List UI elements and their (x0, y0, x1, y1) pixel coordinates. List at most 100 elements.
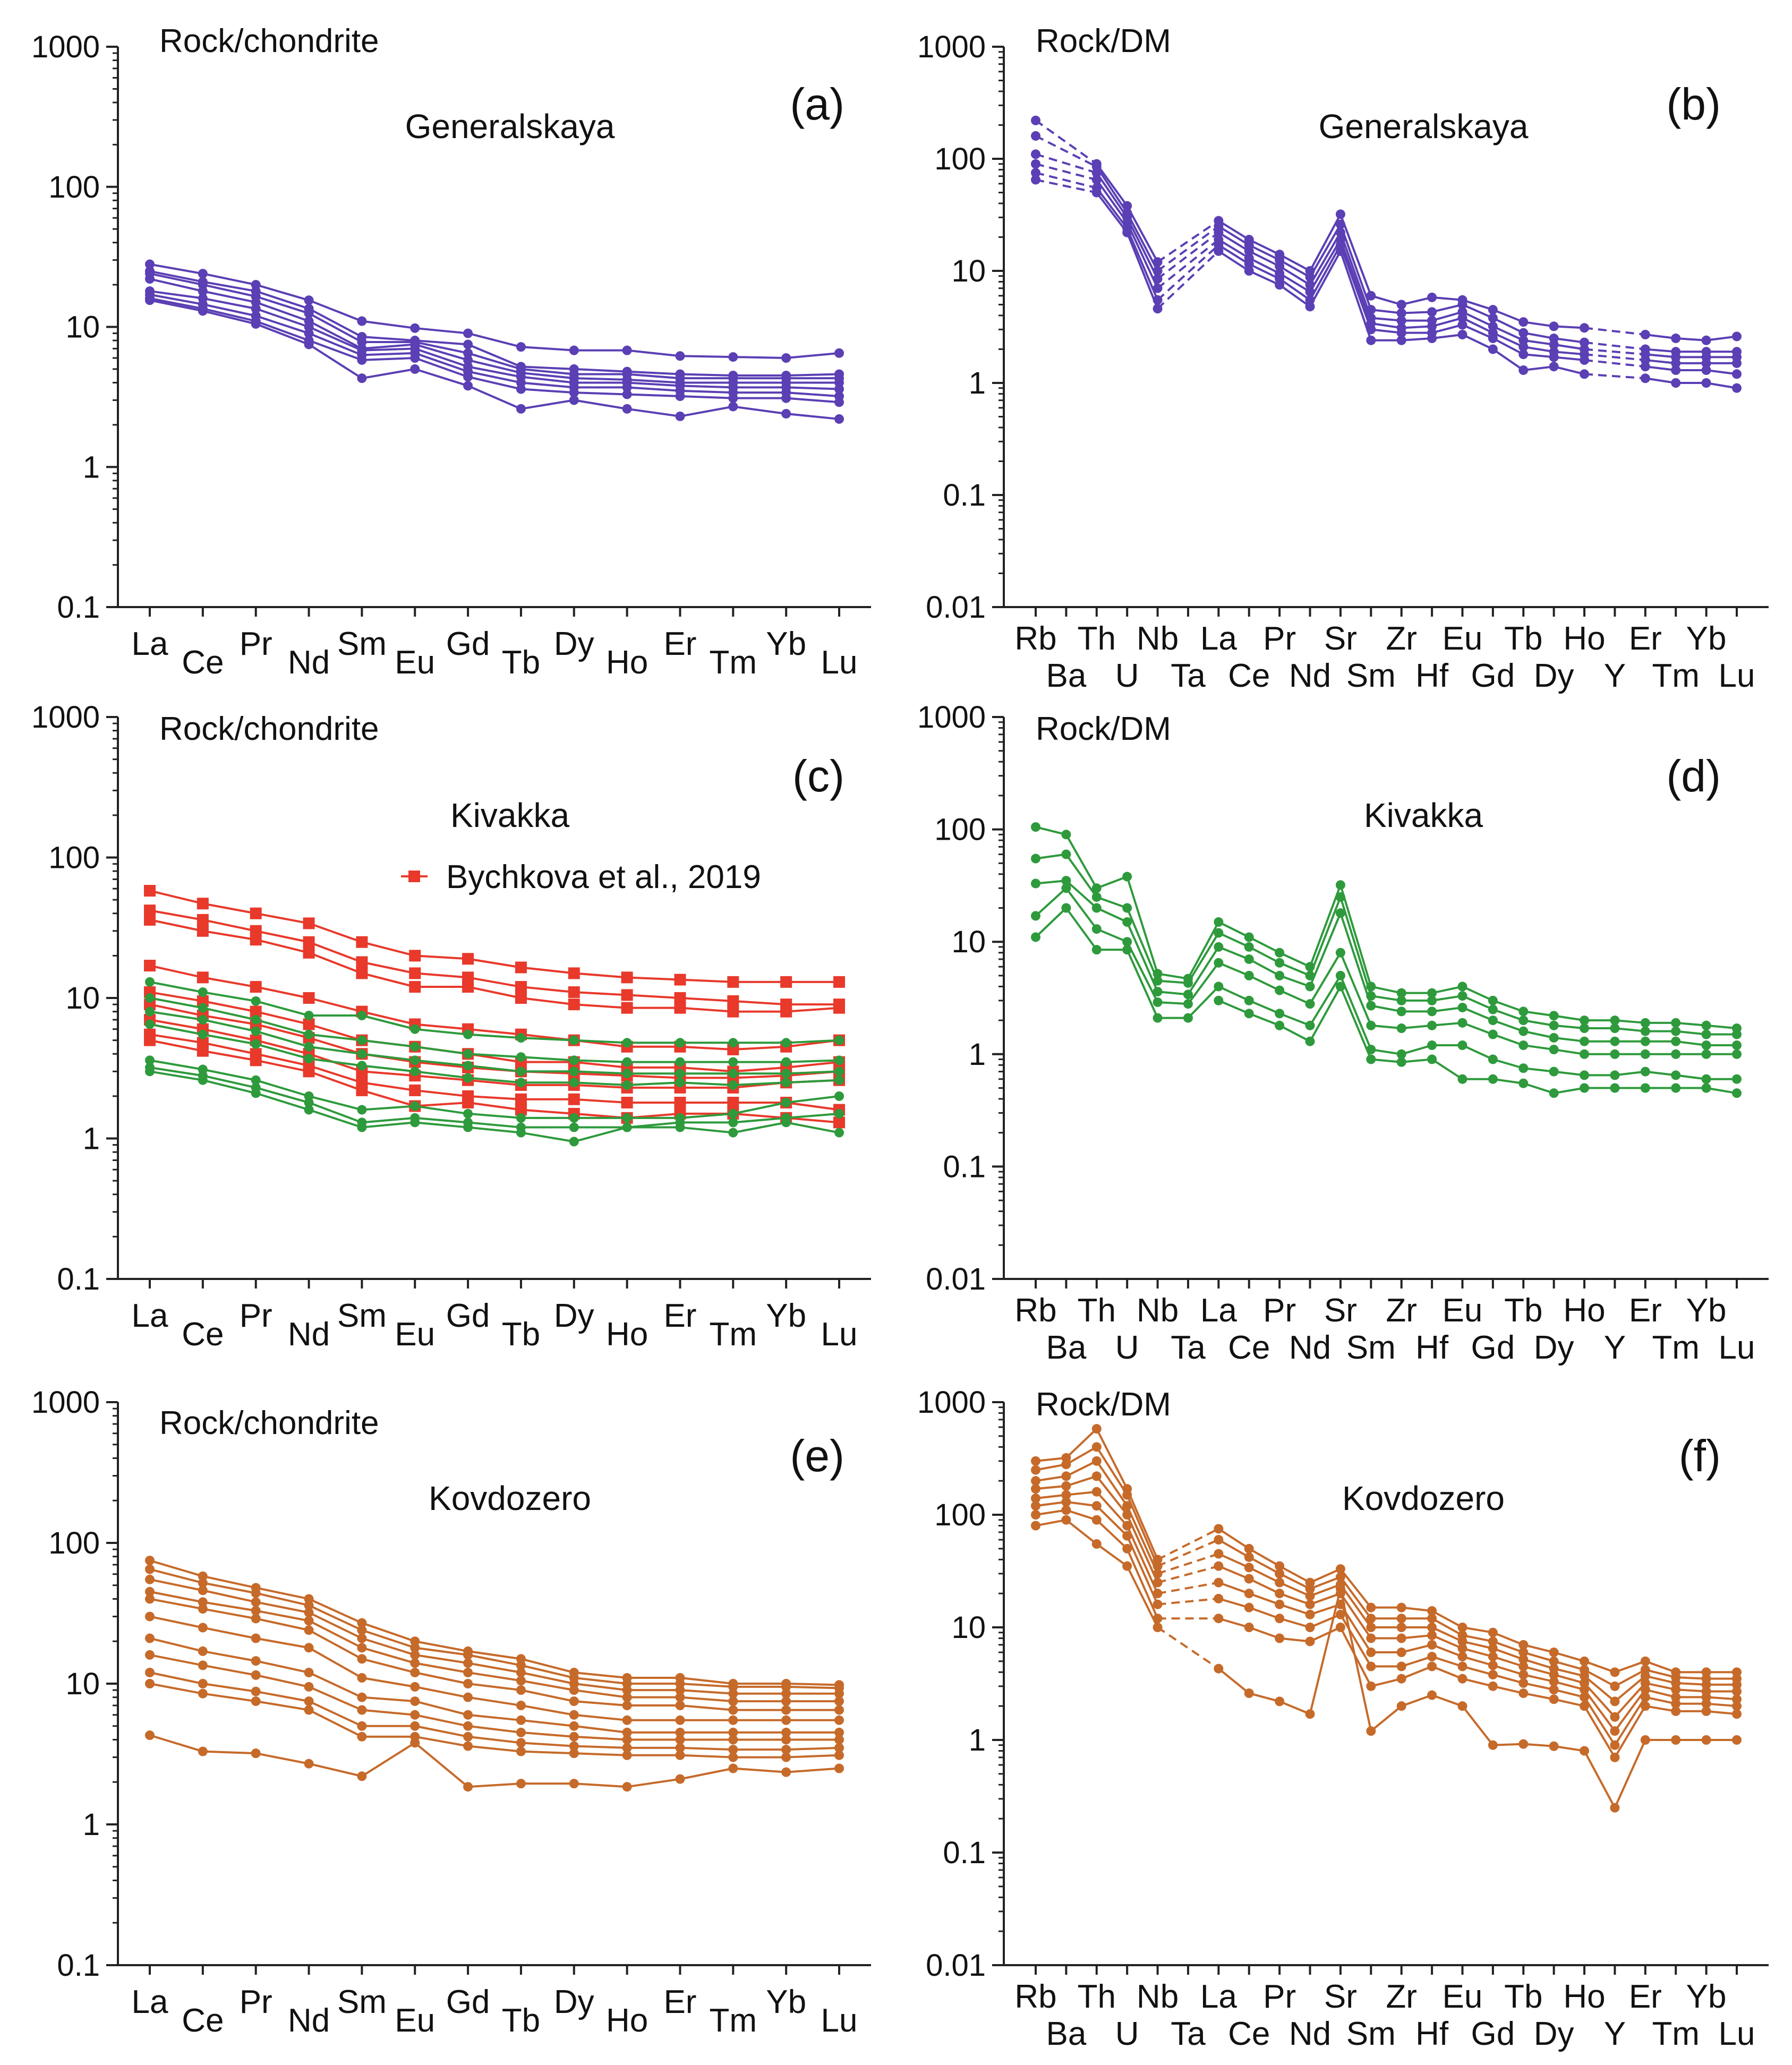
series-segment (520, 1719, 574, 1727)
series-segment (1187, 986, 1219, 1019)
data-point (304, 1105, 314, 1115)
series-segment (361, 1629, 415, 1649)
series-segment (1615, 1070, 1646, 1077)
series-segment (1492, 309, 1524, 323)
series-segment (308, 1023, 362, 1042)
y-tick-label: 100 (934, 142, 986, 176)
series-a-7 (145, 293, 844, 407)
data-point (357, 316, 367, 326)
series-segment (202, 297, 257, 310)
series-segment (520, 966, 574, 975)
series-segment (1401, 311, 1432, 314)
data-point (1335, 982, 1345, 992)
data-point (516, 1715, 526, 1725)
x-tick-label: Sm (1346, 2016, 1396, 2052)
series-segment (1126, 941, 1159, 1003)
data-point (1732, 1029, 1742, 1039)
series-segment (1096, 179, 1128, 224)
x-tick-label: Sm (1346, 1329, 1396, 1366)
series-segment (520, 376, 574, 384)
data-point (198, 1688, 208, 1699)
series-segment (414, 1646, 468, 1656)
data-point (1701, 1083, 1711, 1093)
data-point (1275, 1020, 1285, 1030)
data-point (622, 1057, 632, 1067)
chart-title: Kivakka (1364, 796, 1483, 834)
series-segment (467, 1725, 522, 1734)
series-segment (733, 1081, 787, 1086)
series-segment (414, 1653, 468, 1665)
data-point (1031, 1521, 1040, 1531)
series-segment (202, 1582, 257, 1594)
series-segment (786, 1039, 840, 1044)
data-point (1427, 1630, 1437, 1640)
series-segment (1249, 1012, 1280, 1027)
data-point (622, 1122, 632, 1132)
x-tick-label: Dy (1534, 2016, 1574, 2052)
series-segment (733, 1000, 787, 1006)
series-segment (1614, 1669, 1646, 1687)
series-segment (1218, 1668, 1250, 1694)
series-segment (1309, 1626, 1341, 1643)
data-point (780, 1005, 792, 1018)
x-tick-label: U (1115, 658, 1139, 694)
panel-label: (d) (1666, 751, 1721, 801)
series-segment (255, 1609, 309, 1622)
y-tick-label: 100 (48, 841, 100, 875)
series-segment (1065, 1428, 1098, 1459)
data-point (250, 981, 262, 993)
panel-f: 0.010.11101001000RbBaThUNbTaLaCePrNdSrSm… (917, 1385, 1769, 2052)
data-point (728, 1745, 738, 1755)
series-segment (1339, 952, 1372, 1026)
series-a-1 (145, 259, 844, 363)
series-segment (520, 986, 574, 994)
series-c-1 (144, 885, 845, 988)
x-tick-label: La (1200, 1292, 1237, 1329)
data-point (1214, 958, 1224, 968)
series-segment (733, 405, 787, 415)
series-segment (202, 310, 257, 325)
series-segment (1614, 1675, 1646, 1702)
data-point (1488, 344, 1498, 354)
data-point (1457, 320, 1467, 330)
data-point (781, 393, 791, 403)
data-point (1457, 1040, 1467, 1051)
data-point (1244, 1574, 1254, 1584)
data-point (145, 1679, 155, 1688)
series-segment (1523, 1010, 1554, 1017)
x-tick-label: Yb (1686, 1978, 1727, 2015)
series-segment (1248, 238, 1281, 255)
series-segment (1401, 296, 1432, 306)
data-point (1610, 1712, 1620, 1722)
data-point (781, 353, 791, 363)
series-segment (202, 1074, 257, 1089)
series-segment (1371, 309, 1402, 314)
series-segment (308, 1611, 363, 1640)
series-a-8 (145, 295, 844, 424)
series-segment (255, 290, 310, 310)
series-segment (1462, 298, 1494, 311)
data-point (675, 1078, 685, 1088)
data-point (409, 967, 421, 979)
data-point (1610, 1083, 1620, 1093)
data-point (1031, 1494, 1040, 1504)
series-segment (680, 405, 733, 417)
x-tick-label: U (1115, 2016, 1139, 2052)
x-tick-label: Gd (1471, 1329, 1515, 1366)
data-point (144, 885, 156, 897)
legend-label: Bychkova et al., 2019 (446, 859, 761, 895)
series-segment (1676, 1021, 1706, 1027)
x-tick-label: Er (663, 1298, 696, 1334)
data-point (1518, 1640, 1529, 1650)
series-segment (467, 1671, 522, 1682)
series-segment (574, 368, 627, 373)
data-point (1244, 1552, 1254, 1562)
series-segment (255, 912, 309, 925)
series-d-6 (1214, 982, 1742, 1098)
data-point (727, 1005, 739, 1018)
series-segment (1554, 1036, 1585, 1043)
panel-label: (b) (1666, 79, 1721, 129)
data-point (675, 411, 685, 421)
series-segment (362, 1105, 415, 1111)
data-point (1640, 362, 1650, 372)
